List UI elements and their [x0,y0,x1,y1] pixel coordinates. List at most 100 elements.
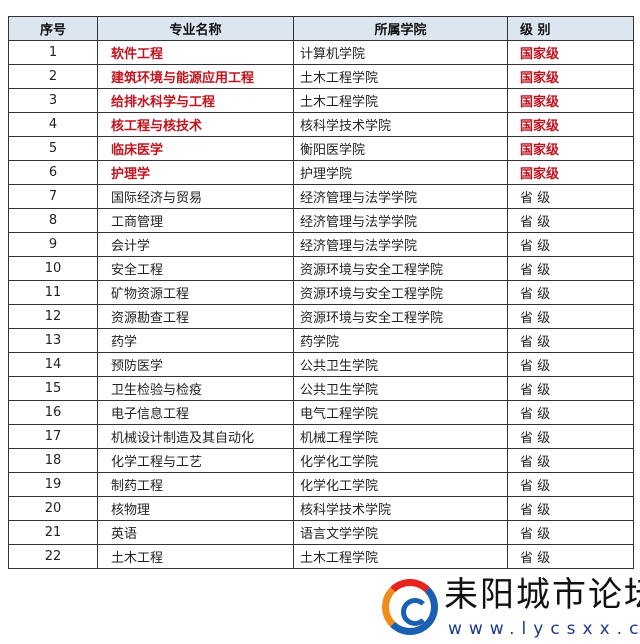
major-name: 电子信息工程 [97,400,294,425]
level: 省 级 [507,256,634,281]
major-name: 矿物资源工程 [97,280,294,305]
table-row: 12 资源勘查工程 资源环境与安全工程学院省 级 [8,304,634,329]
row-index: 6 [8,160,98,185]
row-index: 12 [8,304,98,329]
row-index: 10 [8,256,98,281]
major-name: 卫生检验与检疫 [97,376,294,401]
level: 国家级 [507,88,634,113]
row-index: 9 [8,232,98,257]
header-level: 级 别 [507,16,634,41]
row-index: 3 [8,88,98,113]
major-name: 会计学 [97,232,294,257]
level: 省 级 [507,232,634,257]
row-index: 19 [8,472,98,497]
table-row: 22 土木工程 土木工程学院省 级 [8,544,634,569]
forum-logo-icon [382,579,438,635]
table-row: 1 软件工程 计算机学院 国家级 [8,40,634,65]
level: 省 级 [507,448,634,473]
major-name: 国际经济与贸易 [97,184,294,209]
row-index: 7 [8,184,98,209]
major-name: 药学 [97,328,294,353]
row-index: 22 [8,544,98,569]
header-college: 所属学院 [293,16,508,41]
row-index: 16 [8,400,98,425]
college-name: 计算机学院 [293,40,508,65]
row-index: 17 [8,424,98,449]
major-name: 机械设计制造及其自动化 [97,424,294,449]
major-name: 给排水科学与工程 [97,88,294,113]
level: 省 级 [507,208,634,233]
college-name: 经济管理与法学学院 [293,184,508,209]
row-index: 20 [8,496,98,521]
table-row: 14 预防医学 公共卫生学院省 级 [8,352,634,377]
level: 省 级 [507,376,634,401]
major-name: 核物理 [97,496,294,521]
college-name: 核科学技术学院 [293,112,508,137]
table-row: 19 制药工程 化学化工学院省 级 [8,472,634,497]
college-name: 电气工程学院 [293,400,508,425]
college-name: 资源环境与安全工程学院 [293,280,508,305]
level: 省 级 [507,520,634,545]
table-row: 18 化学工程与工艺 化学化工学院省 级 [8,448,634,473]
level: 省 级 [507,400,634,425]
major-name: 软件工程 [97,40,294,65]
majors-table: 序号 专业名称 所属学院 级 别 1 软件工程 计算机学院 国家级 2 建筑环境与能源应用… [8,16,634,569]
level: 省 级 [507,472,634,497]
major-name: 安全工程 [97,256,294,281]
college-name: 机械工程学院 [293,424,508,449]
level: 省 级 [507,184,634,209]
watermark: 耒阳城市论坛 www.lycsxx.cn [382,575,640,640]
level: 省 级 [507,496,634,521]
row-index: 11 [8,280,98,305]
college-name: 公共卫生学院 [293,352,508,377]
major-name: 建筑环境与能源应用工程 [97,64,294,89]
table-row: 10 安全工程 资源环境与安全工程学院省 级 [8,256,634,281]
major-name: 英语 [97,520,294,545]
college-name: 经济管理与法学学院 [293,232,508,257]
major-name: 核工程与核技术 [97,112,294,137]
college-name: 衡阳医学院 [293,136,508,161]
college-name: 核科学技术学院 [293,496,508,521]
table-row: 9 会计学 经济管理与法学学院省 级 [8,232,634,257]
row-index: 14 [8,352,98,377]
table-row: 4 核工程与核技术 核科学技术学院 国家级 [8,112,634,137]
table-row: 6 护理学 护理学院 国家级 [8,160,634,185]
major-name: 临床医学 [97,136,294,161]
major-name: 工商管理 [97,208,294,233]
college-name: 公共卫生学院 [293,376,508,401]
table-row: 7 国际经济与贸易 经济管理与法学学院省 级 [8,184,634,209]
college-name: 经济管理与法学学院 [293,208,508,233]
level: 国家级 [507,112,634,137]
college-name: 护理学院 [293,160,508,185]
college-name: 化学化工学院 [293,472,508,497]
college-name: 资源环境与安全工程学院 [293,256,508,281]
college-name: 土木工程学院 [293,544,508,569]
table-row: 20 核物理 核科学技术学院省 级 [8,496,634,521]
row-index: 18 [8,448,98,473]
watermark-title: 耒阳城市论坛 [444,575,640,615]
level: 国家级 [507,136,634,161]
major-name: 土木工程 [97,544,294,569]
level: 国家级 [507,160,634,185]
header-index: 序号 [8,16,98,41]
level: 省 级 [507,328,634,353]
level: 省 级 [507,304,634,329]
row-index: 8 [8,208,98,233]
row-index: 5 [8,136,98,161]
table-row: 13 药学 药学院省 级 [8,328,634,353]
college-name: 语言文学学院 [293,520,508,545]
watermark-url: www.lycsxx.cn [448,619,640,639]
table-header: 序号 专业名称 所属学院 级 别 [8,16,634,41]
level: 国家级 [507,40,634,65]
level: 省 级 [507,352,634,377]
table-row: 11 矿物资源工程 资源环境与安全工程学院省 级 [8,280,634,305]
college-name: 资源环境与安全工程学院 [293,304,508,329]
major-name: 护理学 [97,160,294,185]
level: 省 级 [507,424,634,449]
table-row: 21 英语 语言文学学院省 级 [8,520,634,545]
table-row: 8 工商管理 经济管理与法学学院省 级 [8,208,634,233]
header-major: 专业名称 [97,16,294,41]
row-index: 13 [8,328,98,353]
table-row: 5 临床医学 衡阳医学院 国家级 [8,136,634,161]
